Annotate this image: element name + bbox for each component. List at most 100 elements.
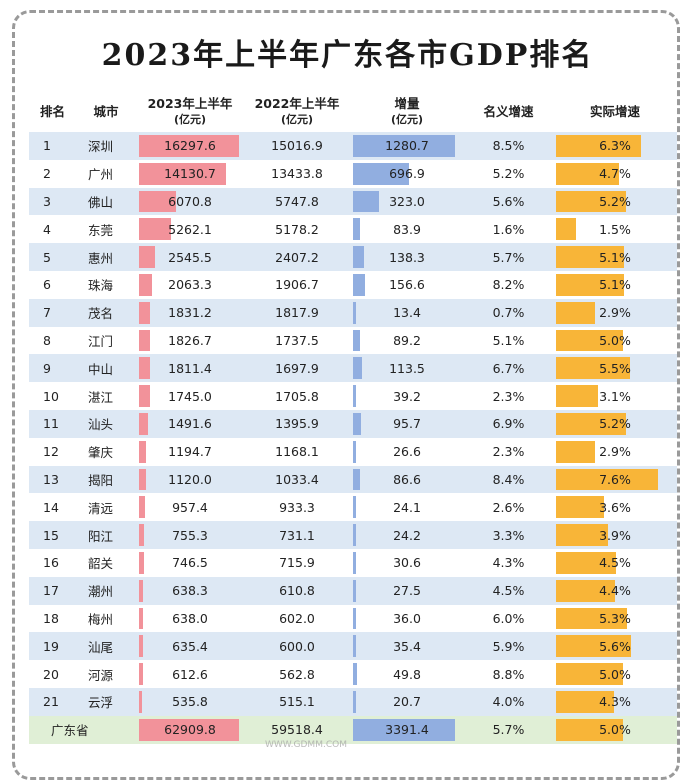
increase-cell: 696.9 (350, 160, 464, 188)
city-cell: 湛江 (88, 389, 114, 405)
gdp2023-cell: 638.3 (136, 577, 244, 605)
gdp2023-bar (139, 301, 151, 324)
real-cell: 5.0% (553, 327, 677, 355)
city-cell: 阳江 (88, 528, 114, 544)
rank-cell: 17 (43, 583, 59, 599)
real-cell: 4.5% (553, 549, 677, 577)
city-cell: 揭阳 (88, 472, 114, 488)
table-row: 9 中山 1811.4 1697.9 113.5 6.7% 5.5% (29, 354, 677, 383)
real-value: 2.9% (599, 305, 631, 321)
increase-value: 30.6 (393, 555, 421, 571)
gdp2023-cell: 1826.7 (136, 327, 244, 355)
rank-cell: 7 (43, 305, 51, 321)
gdp2022-cell: 731.1 (279, 527, 315, 543)
increase-bar (353, 690, 356, 713)
gdp2023-bar (139, 190, 177, 213)
real-cell: 5.2% (553, 410, 677, 438)
real-cell: 3.1% (553, 382, 677, 410)
nominal-cell: 4.5% (492, 583, 525, 599)
rank-cell: 21 (43, 694, 59, 710)
increase-cell: 36.0 (350, 605, 464, 633)
increase-bar (353, 524, 356, 546)
increase-bar (353, 385, 357, 407)
increase-bar (353, 551, 356, 574)
gdp2023-value: 957.4 (172, 499, 208, 515)
real-bar (556, 218, 577, 241)
real-cell: 7.6% (553, 466, 677, 494)
city-cell: 茂名 (88, 306, 114, 322)
real-bar (556, 190, 626, 213)
increase-value: 1280.7 (385, 138, 429, 154)
real-value: 6.3% (599, 138, 631, 154)
rank-cell: 6 (43, 277, 51, 293)
increase-bar (353, 496, 356, 519)
increase-cell: 156.6 (350, 271, 464, 299)
increase-cell: 20.7 (350, 688, 464, 716)
real-bar (556, 412, 626, 435)
gdp2022-cell: 610.8 (279, 583, 315, 599)
increase-value: 24.1 (393, 499, 421, 515)
real-bar (556, 551, 617, 574)
gdp2022-cell: 933.3 (279, 499, 315, 515)
header-gdp2023-unit: (亿元) (173, 112, 207, 126)
real-bar (556, 357, 630, 380)
header-gdp2023-label: 2023年上半年 (147, 95, 233, 111)
gdp2023-cell: 755.3 (136, 521, 244, 549)
gdp2022-cell: 1395.9 (275, 416, 319, 432)
gdp2022-cell: 1033.4 (275, 471, 319, 487)
increase-value: 89.2 (393, 332, 421, 348)
gdp2023-bar (139, 412, 149, 435)
city-cell: 汕尾 (88, 639, 114, 655)
gdp2023-value: 14130.7 (164, 166, 216, 182)
increase-cell: 39.2 (350, 382, 464, 410)
nominal-cell: 2.3% (492, 444, 525, 460)
header-nominal: 名义增速 (483, 103, 534, 119)
gdp2023-cell: 14130.7 (136, 160, 244, 188)
city-cell: 肇庆 (88, 445, 114, 461)
city-cell: 珠海 (88, 278, 114, 294)
real-value: 3.1% (599, 388, 631, 404)
nominal-cell: 0.7% (492, 305, 525, 321)
gdp2023-bar (139, 496, 145, 519)
gdp2023-cell: 2063.3 (136, 271, 244, 299)
header-rank: 排名 (39, 103, 65, 119)
total-real-bar (556, 718, 624, 741)
gdp2023-bar (139, 635, 143, 658)
increase-value: 13.4 (393, 305, 421, 321)
real-bar (556, 496, 605, 519)
real-cell: 4.7% (553, 160, 677, 188)
real-value: 5.0% (599, 666, 631, 682)
increase-cell: 83.9 (350, 215, 464, 243)
real-cell: 5.1% (553, 271, 677, 299)
increase-bar (353, 329, 361, 352)
header-increase: 增量 (亿元) (350, 91, 464, 132)
real-value: 4.4% (599, 583, 631, 599)
nominal-cell: 2.3% (492, 388, 525, 404)
rank-cell: 8 (43, 332, 51, 348)
gdp2023-value: 638.0 (172, 610, 208, 626)
nominal-cell: 8.2% (492, 277, 525, 293)
table-row: 11 汕头 1491.6 1395.9 95.7 6.9% 5.2% (29, 409, 677, 438)
table-row: 4 东莞 5262.1 5178.2 83.9 1.6% 1.5% (29, 215, 677, 244)
gdp2023-bar (139, 690, 143, 713)
real-bar (556, 440, 595, 463)
header-row: 排名 城市 2023年上半年 (亿元) 2022年上半年 (亿元) 增量 (亿元) 名… (29, 91, 677, 132)
gdp2023-cell: 1831.2 (136, 299, 244, 327)
gdp2023-value: 1745.0 (168, 388, 212, 404)
real-bar (556, 690, 614, 713)
gdp2023-cell: 6070.8 (136, 188, 244, 216)
gdp2023-cell: 638.0 (136, 605, 244, 633)
gdp2022-cell: 715.9 (279, 555, 315, 571)
gdp2023-value: 5262.1 (168, 221, 212, 237)
increase-value: 95.7 (393, 416, 421, 432)
real-bar (556, 301, 595, 324)
gdp2022-cell: 1168.1 (275, 444, 319, 460)
real-value: 5.2% (599, 416, 631, 432)
gdp2023-cell: 1194.7 (136, 438, 244, 466)
gdp2023-bar (139, 385, 150, 407)
table-row: 5 惠州 2545.5 2407.2 138.3 5.7% 5.1% (29, 243, 677, 271)
rank-cell: 15 (43, 527, 59, 543)
gdp2023-value: 1826.7 (168, 332, 212, 348)
increase-value: 86.6 (393, 471, 421, 487)
increase-value: 323.0 (389, 193, 425, 209)
